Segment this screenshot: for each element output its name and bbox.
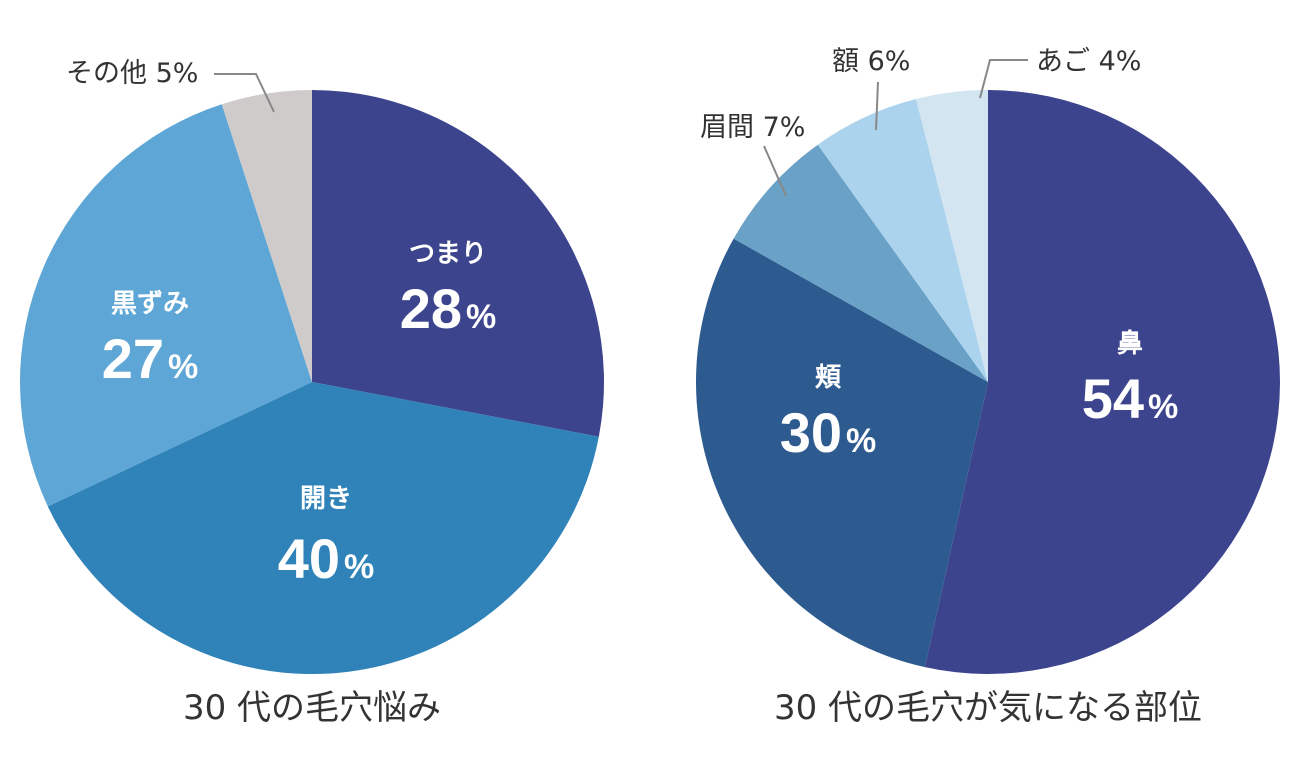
slice-label-0-1: 開き [300, 484, 352, 514]
callout-label-0-3: その他 5% [66, 58, 198, 89]
slice-label-1-0: 鼻 [1117, 329, 1143, 359]
slice-value-0-1: 40% [278, 527, 375, 590]
callout-line-0-3 [214, 73, 275, 113]
callout-line-1-3 [875, 81, 879, 131]
pie-slice-0-0 [312, 90, 604, 437]
pie-slice-1-0 [924, 90, 1281, 674]
pie-chart-pore-areas: 鼻 54 % 頬 30 % 眉間 7% 額 6% あご 4% [695, 46, 1281, 674]
pie-chart-pore-concerns: つまり 28 % 開き 40 % 黒ずみ 27 % その他 5% [20, 58, 604, 674]
callout-label-1-4: あご 4% [1036, 46, 1141, 77]
slice-value-0-2: 27% [102, 327, 199, 390]
slice-value-1-0: 54% [1082, 367, 1179, 430]
slice-value-0-0: 28% [400, 277, 497, 340]
pie-slice-1-3 [817, 98, 988, 382]
slice-label-0-2: 黒ずみ [111, 289, 189, 319]
callout-label-1-2: 眉間 7% [700, 112, 805, 143]
pie-slice-0-3 [221, 90, 312, 382]
pie-slice-1-1 [695, 238, 988, 668]
callout-line-1-2 [763, 145, 787, 197]
slice-value-1-1: 30% [780, 401, 877, 464]
pie-slice-1-2 [733, 144, 988, 382]
callout-label-1-3: 額 6% [832, 46, 910, 77]
slice-label-1-1: 頬 [815, 363, 842, 393]
pie-slice-0-2 [20, 104, 313, 507]
callout-line-1-4 [979, 59, 1028, 99]
slice-label-0-0: つまり [409, 239, 487, 269]
chart-title-pore-concerns: 30 代の毛穴悩み [182, 688, 442, 728]
pie-slice-0-1 [47, 382, 599, 674]
pie-slice-1-4 [916, 90, 988, 382]
chart-title-pore-areas: 30 代の毛穴が気になる部位 [773, 688, 1203, 728]
